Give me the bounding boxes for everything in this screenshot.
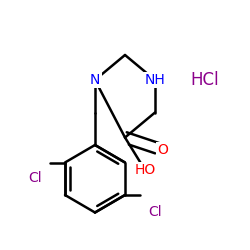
Text: Cl: Cl [148, 206, 162, 220]
Text: O: O [157, 143, 168, 157]
Text: N: N [90, 73, 100, 87]
Text: HO: HO [134, 163, 156, 177]
Text: HCl: HCl [191, 71, 219, 89]
Text: Cl: Cl [28, 170, 42, 184]
Text: NH: NH [144, 73, 166, 87]
